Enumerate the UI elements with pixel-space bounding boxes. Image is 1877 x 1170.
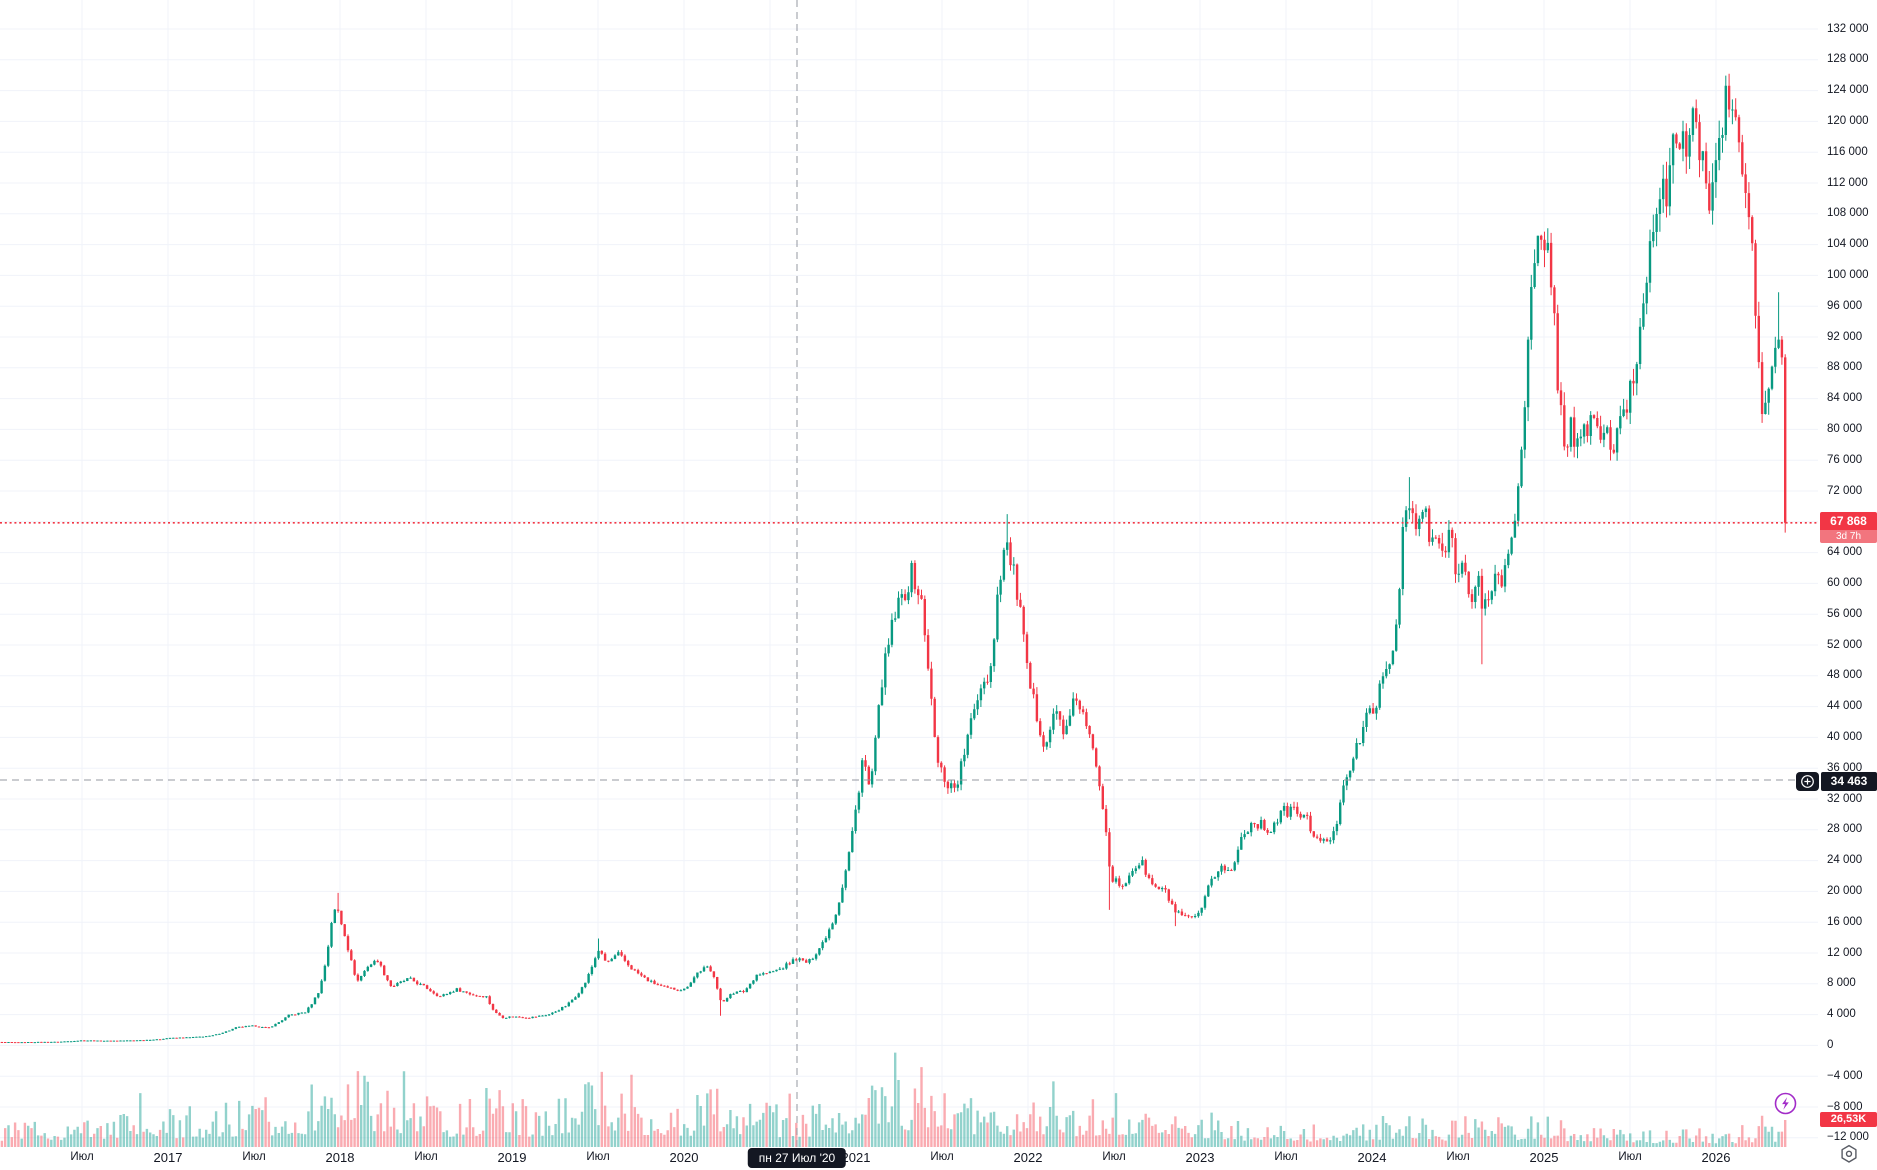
time-tick-label: 2017 — [153, 1150, 183, 1165]
price-tick-label: 76 000 — [1827, 453, 1863, 466]
price-tick-label: 32 000 — [1827, 792, 1863, 805]
lightning-bolt-icon — [1774, 1092, 1797, 1115]
price-tick-label: 72 000 — [1827, 484, 1863, 497]
price-tick-label: 100 000 — [1827, 268, 1869, 281]
price-tick-label: 88 000 — [1827, 361, 1863, 374]
price-tick-label: 112 000 — [1827, 176, 1868, 189]
price-tick-label: 80 000 — [1827, 422, 1863, 435]
price-tick-label: 96 000 — [1827, 299, 1863, 312]
price-tick-label: 84 000 — [1827, 392, 1863, 405]
last-price-badge[interactable]: 67 868 3d 7h — [1820, 512, 1877, 543]
gridlines — [0, 0, 1818, 1147]
price-tick-label: 64 000 — [1827, 546, 1863, 559]
price-tick-label: 52 000 — [1827, 638, 1863, 651]
price-tick-label: 116 000 — [1827, 145, 1868, 158]
time-tick-label: 2024 — [1357, 1150, 1387, 1165]
time-tick-label: Июл — [70, 1151, 94, 1163]
axis-settings-gear-button[interactable] — [1838, 1143, 1860, 1165]
time-tick-label: 2025 — [1529, 1150, 1559, 1165]
price-tick-label: 12 000 — [1827, 946, 1863, 959]
price-tick-label: 92 000 — [1827, 330, 1863, 343]
price-tick-label: 20 000 — [1827, 884, 1863, 897]
candle-bodies-up — [7, 85, 1780, 1044]
volume-bars-down — [0, 1067, 1787, 1147]
price-tick-label: 16 000 — [1827, 915, 1863, 928]
price-tick-label: 36 000 — [1827, 761, 1863, 774]
time-tick-label: Июл — [586, 1151, 610, 1163]
price-tick-label: 4 000 — [1827, 1008, 1856, 1021]
time-tick-label: 2022 — [1013, 1150, 1043, 1165]
price-tick-label: 56 000 — [1827, 607, 1863, 620]
price-tick-label: 40 000 — [1827, 730, 1863, 743]
time-tick-label: Июл — [930, 1151, 954, 1163]
time-tick-label: 2020 — [669, 1150, 699, 1165]
price-tick-label: −12 000 — [1827, 1131, 1869, 1144]
price-tick-label: −4 000 — [1827, 1069, 1863, 1082]
price-tick-label: 8 000 — [1827, 977, 1856, 990]
price-tick-label: 44 000 — [1827, 700, 1863, 713]
time-tick-label: Июл — [242, 1151, 266, 1163]
candle-bodies-down — [0, 85, 1787, 1044]
circled-plus-icon — [1801, 775, 1814, 788]
price-tick-label: 104 000 — [1827, 238, 1869, 251]
price-tick-label: 108 000 — [1827, 207, 1869, 220]
quick-trade-button[interactable] — [1774, 1092, 1797, 1115]
time-tick-label: Июл — [1102, 1151, 1126, 1163]
price-tick-label: 132 000 — [1827, 22, 1869, 35]
crosshair-date-badge: пн 27 Июл '20 — [747, 1148, 847, 1168]
price-tick-label: 24 000 — [1827, 854, 1863, 867]
candle-wicks-down — [1, 73, 1786, 1043]
crosshair-price-badge: 34 463 — [1821, 772, 1877, 791]
price-tick-label: 28 000 — [1827, 823, 1863, 836]
time-tick-label: 2018 — [325, 1150, 355, 1165]
time-tick-label: 2019 — [497, 1150, 527, 1165]
price-tick-label: 120 000 — [1827, 114, 1869, 127]
bar-countdown: 3d 7h — [1820, 530, 1877, 543]
time-tick-label: Июл — [1618, 1151, 1642, 1163]
time-tick-label: Июл — [1274, 1151, 1298, 1163]
gear-icon — [1841, 1144, 1857, 1163]
volume-bars-up — [7, 1052, 1780, 1147]
time-tick-label: 2023 — [1185, 1150, 1215, 1165]
time-tick-label: 2026 — [1701, 1150, 1731, 1165]
candle-wicks-up — [8, 75, 1780, 1043]
add-alert-plus-button[interactable] — [1796, 772, 1819, 791]
price-tick-label: −8 000 — [1827, 1100, 1863, 1113]
last-price-value: 67 868 — [1820, 512, 1877, 530]
price-axis[interactable]: 132 000 128 000 124 000 120 000 116 000 112 0… — [1820, 0, 1877, 1147]
time-tick-label: Июл — [414, 1151, 438, 1163]
price-tick-label: 48 000 — [1827, 669, 1863, 682]
time-axis[interactable]: Июл 2017 Июл 2018 Июл 2019 Июл 2020 Июл 2021 Июл 20… — [0, 1147, 1877, 1170]
time-tick-label: 2021 — [841, 1150, 871, 1165]
time-tick-label: Июл — [1446, 1151, 1470, 1163]
price-tick-label: 60 000 — [1827, 576, 1863, 589]
price-tick-label: 128 000 — [1827, 53, 1869, 66]
price-tick-label: 0 — [1827, 1038, 1834, 1051]
price-tick-label: 124 000 — [1827, 84, 1869, 97]
volume-value-badge: 26,53K — [1820, 1112, 1877, 1127]
